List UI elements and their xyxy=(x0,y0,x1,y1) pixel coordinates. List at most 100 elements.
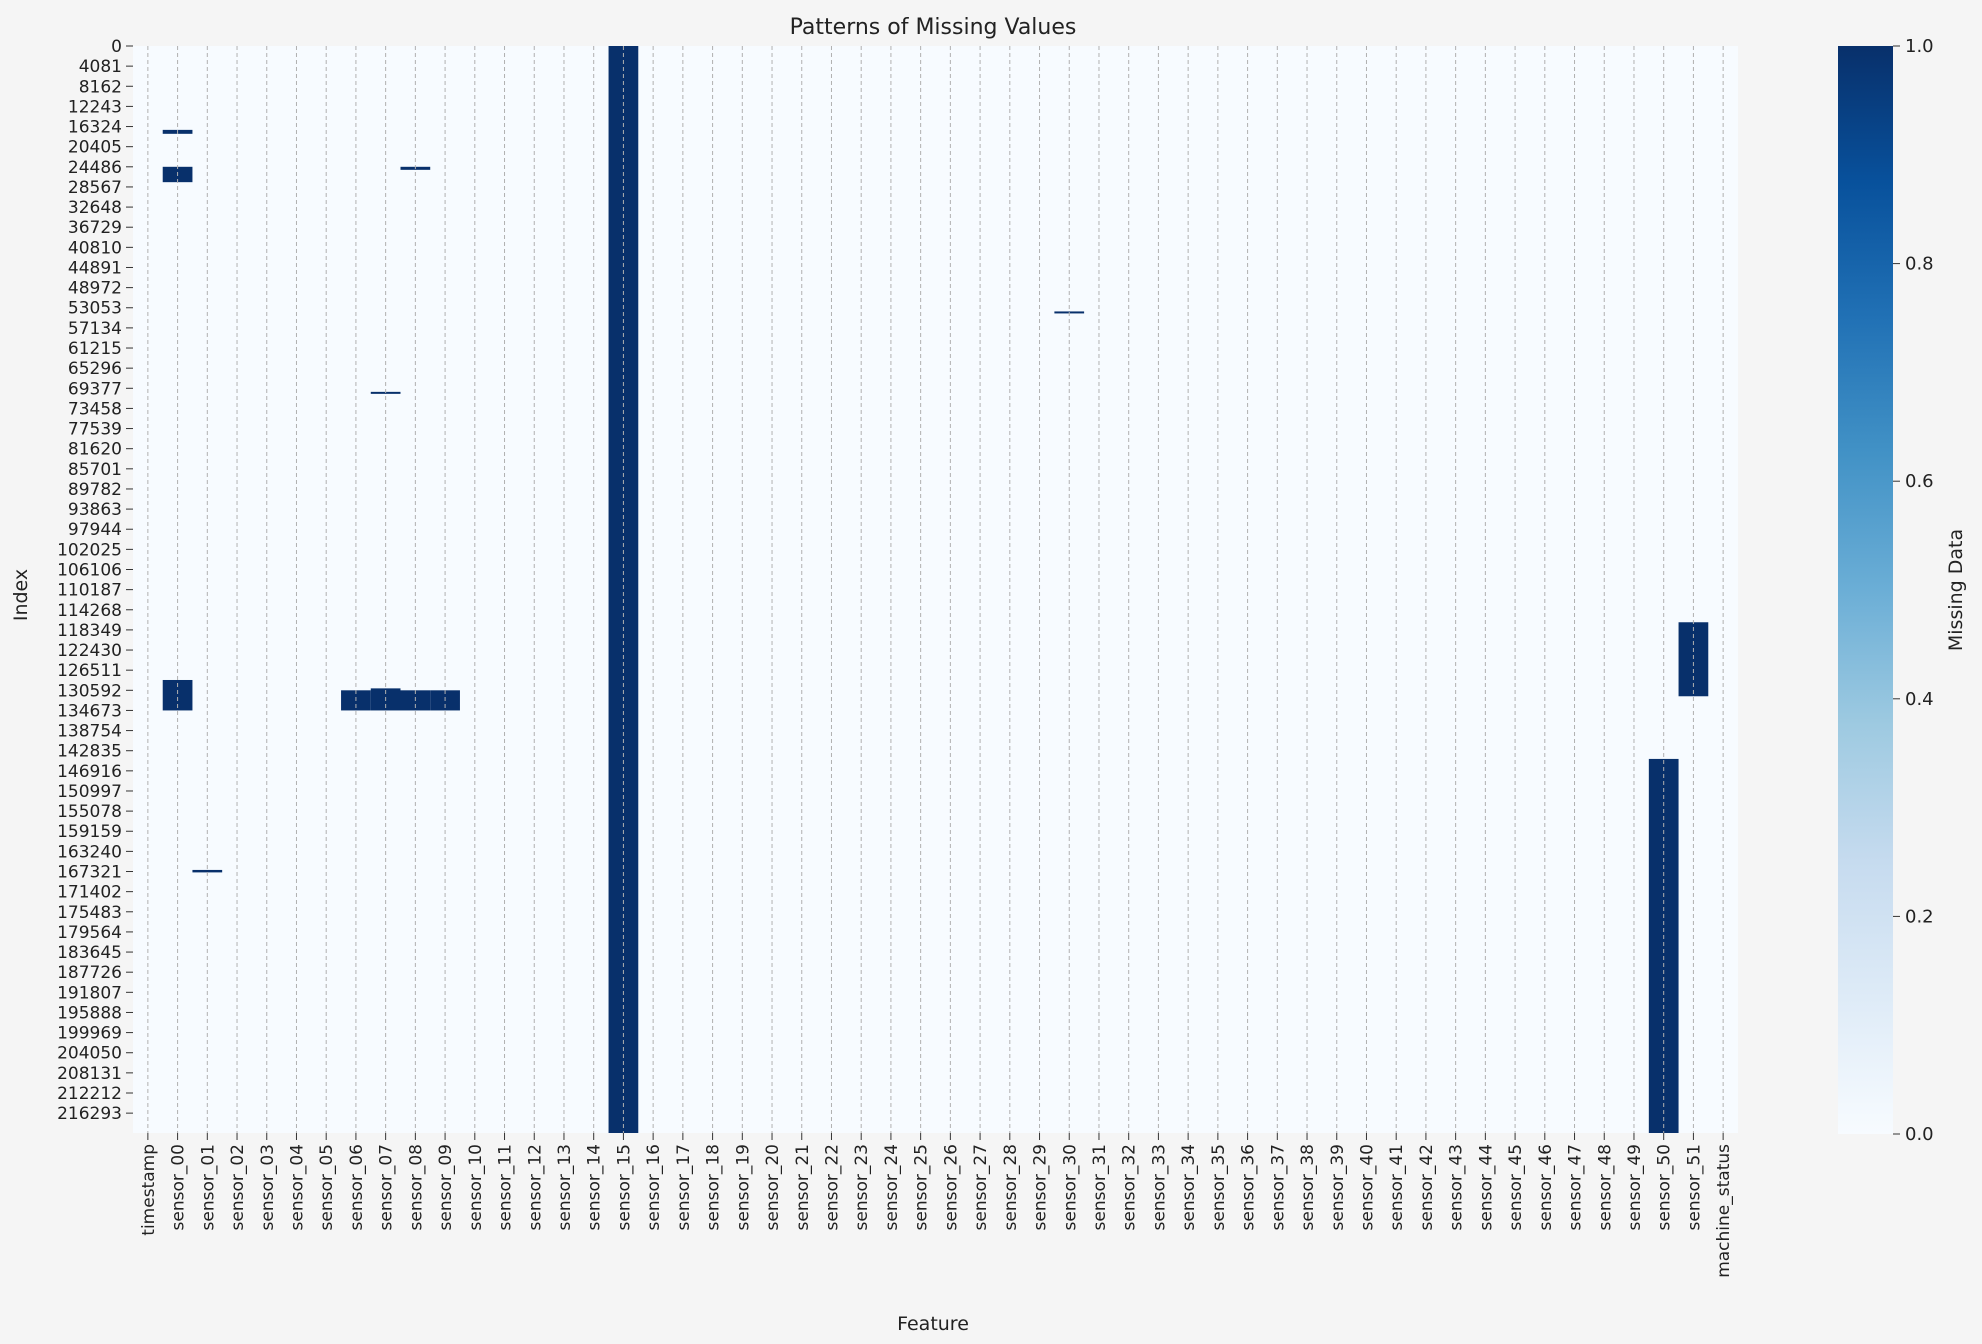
y-tick-label: 122430 xyxy=(57,641,122,661)
y-tick-label: 212212 xyxy=(57,1084,122,1104)
y-tick-label: 134673 xyxy=(57,701,122,721)
x-tick-label: sensor_13 xyxy=(555,1144,575,1230)
x-tick-label: machine_status xyxy=(1714,1144,1734,1278)
y-tick-label: 102025 xyxy=(57,540,122,560)
y-tick-label: 142835 xyxy=(57,742,122,762)
x-tick-label: sensor_01 xyxy=(198,1144,218,1230)
y-tick-label: 118349 xyxy=(57,621,122,641)
x-tick-label: sensor_23 xyxy=(852,1144,872,1230)
x-tick-label: sensor_31 xyxy=(1090,1144,1110,1230)
y-tick-label: 179564 xyxy=(57,923,122,943)
colorbar: 0.0 0.2 0.4 0.6 0.8 1.0 xyxy=(1838,36,1934,1145)
y-tick-label: 20405 xyxy=(68,138,122,158)
x-tick-label: sensor_37 xyxy=(1268,1144,1288,1230)
x-tick-label: sensor_16 xyxy=(644,1144,664,1230)
y-tick-label: 85701 xyxy=(68,460,122,480)
y-tick-label: 12243 xyxy=(68,97,122,117)
y-tick-label: 69377 xyxy=(68,379,122,399)
x-tick-label: sensor_34 xyxy=(1179,1144,1199,1230)
y-tick-label: 146916 xyxy=(57,762,122,782)
y-tick-label: 110187 xyxy=(57,581,122,601)
y-tick-label: 28567 xyxy=(68,178,122,198)
x-tick-label: sensor_35 xyxy=(1209,1144,1229,1230)
x-tick-label: sensor_07 xyxy=(377,1144,397,1230)
y-tick-label: 77539 xyxy=(68,420,122,440)
x-tick-label: sensor_51 xyxy=(1684,1144,1704,1230)
x-tick-label: sensor_42 xyxy=(1417,1144,1437,1230)
y-tick-label: 93863 xyxy=(68,500,122,520)
x-tick-label: sensor_39 xyxy=(1328,1144,1348,1230)
x-tick-label: sensor_45 xyxy=(1506,1144,1526,1230)
x-tick-label: sensor_38 xyxy=(1298,1144,1318,1230)
y-tick-label: 40810 xyxy=(68,238,122,258)
y-tick-label: 130592 xyxy=(57,681,122,701)
y-tick-label: 191807 xyxy=(57,983,122,1003)
x-tick-label: sensor_40 xyxy=(1357,1144,1377,1230)
y-tick-label: 44891 xyxy=(68,258,122,278)
x-tick-label: sensor_41 xyxy=(1387,1144,1407,1230)
x-tick-label: sensor_22 xyxy=(822,1144,842,1230)
y-tick-label: 89782 xyxy=(68,480,122,500)
x-tick-label: sensor_10 xyxy=(466,1144,486,1230)
y-tick-label: 175483 xyxy=(57,903,122,923)
y-tick-label: 171402 xyxy=(57,883,122,903)
x-tick-label: sensor_49 xyxy=(1625,1144,1645,1230)
x-tick-label: sensor_47 xyxy=(1566,1144,1586,1230)
colorbar-tick-label: 0.4 xyxy=(1905,689,1934,710)
chart-title: Patterns of Missing Values xyxy=(790,15,1077,40)
heatmap-plot-area: timestamp sensor_00 sensor_01 sensor_02 sens… xyxy=(57,37,1738,1278)
x-axis-label: Feature xyxy=(897,1313,969,1335)
y-tick-label: 48972 xyxy=(68,279,122,299)
y-tick-label: 195888 xyxy=(57,1003,122,1023)
y-tick-label: 114268 xyxy=(57,601,122,621)
colorbar-tick-label: 1.0 xyxy=(1905,36,1934,57)
x-tick-label: sensor_29 xyxy=(1031,1144,1051,1230)
y-tick-label: 138754 xyxy=(57,722,122,742)
y-tick-label: 4081 xyxy=(79,57,122,77)
colorbar-tick-label: 0.0 xyxy=(1905,1124,1934,1145)
y-tick-label: 0 xyxy=(111,37,122,57)
x-tick-label: sensor_11 xyxy=(496,1144,516,1230)
x-tick-label: sensor_08 xyxy=(406,1144,426,1230)
x-tick-label: sensor_46 xyxy=(1536,1144,1556,1230)
y-tick-label: 32648 xyxy=(68,198,122,218)
x-tick-label: sensor_43 xyxy=(1447,1144,1467,1230)
x-tick-label: sensor_36 xyxy=(1239,1144,1259,1230)
x-tick-label: sensor_14 xyxy=(585,1144,605,1230)
y-tick-label: 183645 xyxy=(57,943,122,963)
y-tick-label: 199969 xyxy=(57,1024,122,1044)
x-tick-label: sensor_24 xyxy=(882,1144,902,1230)
y-tick-label: 36729 xyxy=(68,218,122,238)
x-tick-label: sensor_27 xyxy=(971,1144,991,1230)
x-tick-label: timestamp xyxy=(139,1144,159,1236)
x-tick-label: sensor_09 xyxy=(436,1144,456,1230)
colorbar-tick-label: 0.8 xyxy=(1905,254,1934,275)
y-tick-label: 61215 xyxy=(68,339,122,359)
x-tick-label: sensor_17 xyxy=(674,1144,694,1230)
y-tick-label: 208131 xyxy=(57,1064,122,1084)
x-tick-label: sensor_18 xyxy=(704,1144,724,1230)
x-tick-label: sensor_48 xyxy=(1595,1144,1615,1230)
y-tick-label: 24486 xyxy=(68,158,122,178)
y-tick-label: 204050 xyxy=(57,1044,122,1064)
y-tick-label: 187726 xyxy=(57,963,122,983)
heatmap-background xyxy=(133,46,1738,1133)
x-tick-label: sensor_26 xyxy=(941,1144,961,1230)
y-tick-label: 159159 xyxy=(57,822,122,842)
x-tick-label: sensor_32 xyxy=(1120,1144,1140,1230)
x-tick-label: sensor_25 xyxy=(912,1144,932,1230)
y-tick-label: 155078 xyxy=(57,802,122,822)
y-tick-label: 216293 xyxy=(57,1104,122,1124)
y-tick-label: 126511 xyxy=(57,661,122,681)
x-tick-label: sensor_06 xyxy=(347,1144,367,1230)
x-tick-label: sensor_30 xyxy=(1060,1144,1080,1230)
y-axis-label: Index xyxy=(10,569,32,621)
colorbar-tick-label: 0.6 xyxy=(1905,471,1934,492)
y-tick-label: 167321 xyxy=(57,863,122,883)
x-tick-label: sensor_00 xyxy=(169,1144,189,1230)
x-tick-label: sensor_44 xyxy=(1476,1144,1496,1230)
x-tick-label: sensor_05 xyxy=(317,1144,337,1230)
x-tick-label: sensor_50 xyxy=(1655,1144,1675,1230)
x-tick-label: sensor_33 xyxy=(1149,1144,1169,1230)
y-tick-label: 16324 xyxy=(68,118,122,138)
